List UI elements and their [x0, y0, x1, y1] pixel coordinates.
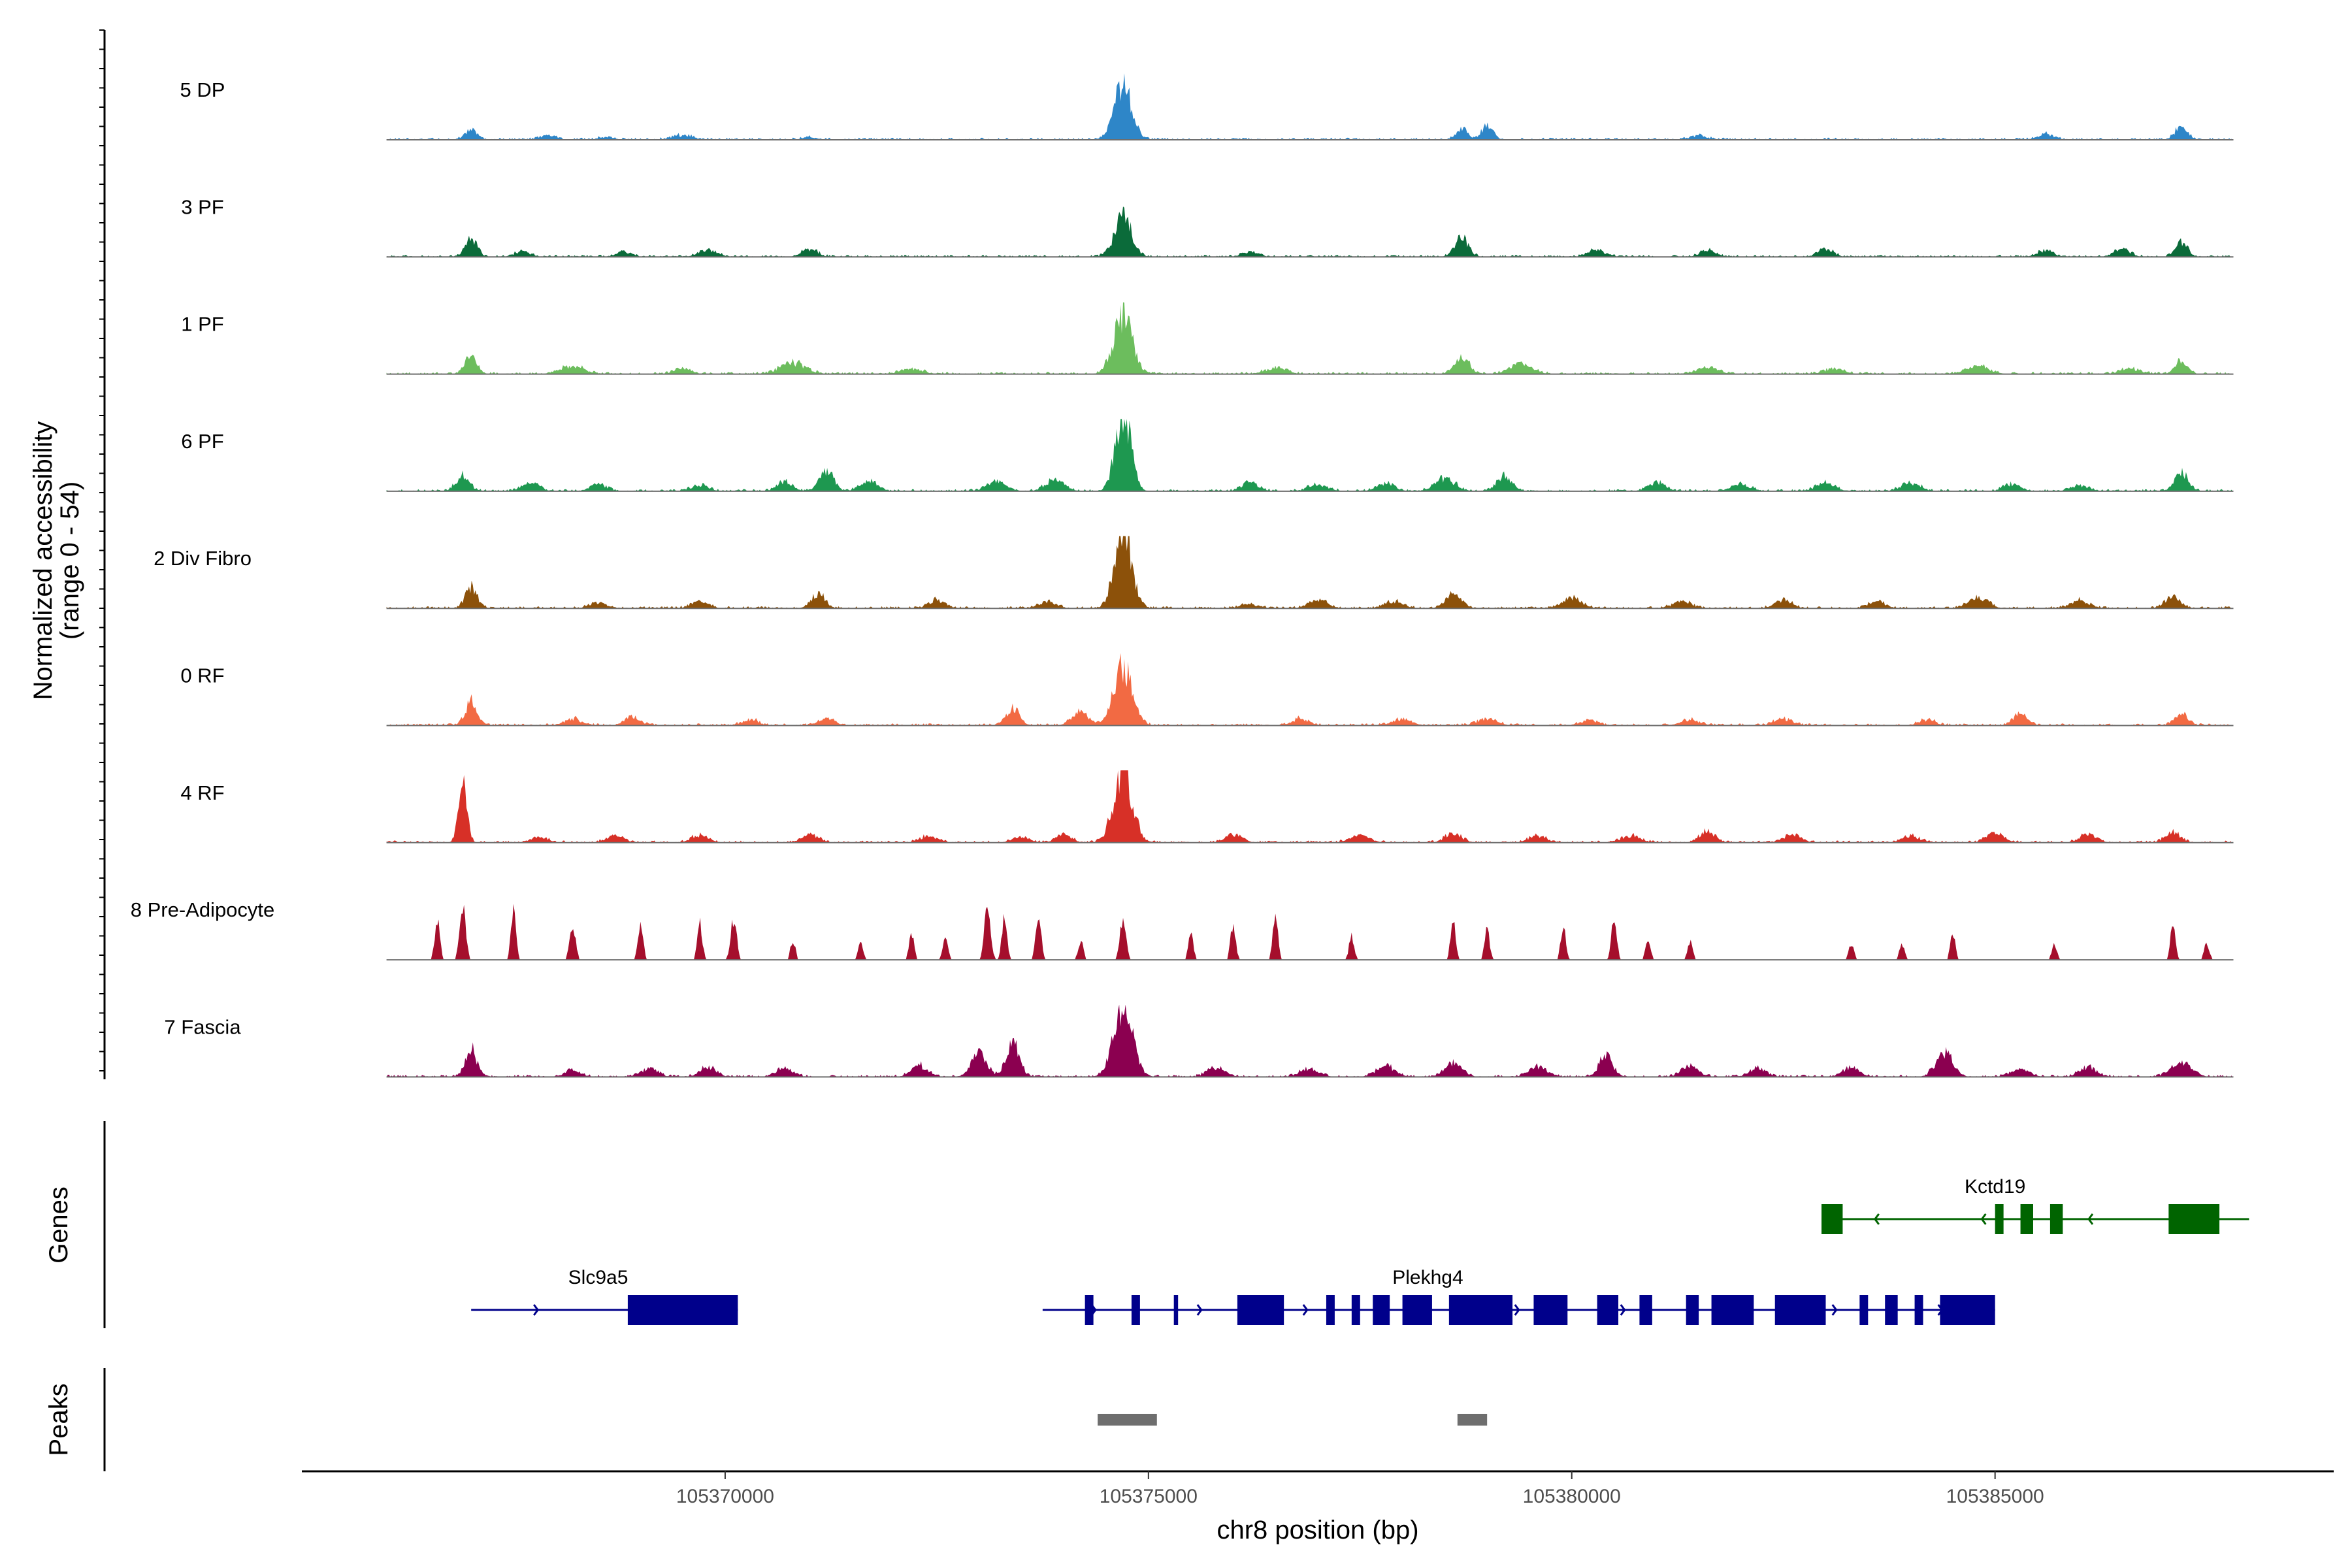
track-0-rf: 0 RF	[180, 653, 2234, 727]
x-tick-label: 105380000	[1523, 1486, 1621, 1507]
track-signal	[386, 1004, 2232, 1077]
track-signal	[386, 653, 2232, 726]
gene-exon	[1173, 1295, 1179, 1325]
peak-region	[1098, 1414, 1157, 1426]
y-axis-title-line1: Normalized accessibility	[29, 421, 57, 700]
track-7-fascia: 7 Fascia	[164, 1004, 2234, 1078]
strand-arrow-icon	[533, 1304, 540, 1316]
track-label: 3 PF	[181, 195, 223, 218]
peaks-panel-label: Peaks	[44, 1383, 73, 1456]
gene-exon	[1597, 1295, 1619, 1325]
coverage-tracks: 5 DP 3 PF 1 PF 6 PF 2 Div Fibro 0 RF 4 RF 8 Pre…	[131, 73, 2234, 1078]
track-signal	[386, 536, 2232, 609]
track-1-pf: 1 PF	[181, 302, 2234, 375]
gene-exon	[1940, 1295, 1995, 1325]
y-axis-coverage	[99, 29, 106, 1079]
track-signal	[386, 770, 2232, 843]
x-axis: 105370000 105375000 105380000 105385000 chr…	[302, 1470, 2334, 1544]
track-signal	[386, 419, 2232, 491]
gene-exon	[1533, 1295, 1568, 1325]
track-label: 1 PF	[181, 313, 223, 336]
track-4-rf: 4 RF	[180, 770, 2234, 843]
gene-exon	[1351, 1295, 1360, 1325]
strand-arrow-icon	[1514, 1304, 1520, 1316]
gene-exon	[627, 1295, 738, 1325]
x-tick-label: 105385000	[1946, 1486, 2044, 1507]
track-label: 2 Div Fibro	[154, 547, 252, 570]
y-axis-title: Normalized accessibility (range 0 - 54)	[29, 421, 84, 700]
track-2-div-fibro: 2 Div Fibro	[154, 536, 2234, 610]
gene-exon	[1326, 1295, 1335, 1325]
gene-exon	[1639, 1295, 1652, 1325]
gene-exon	[1448, 1295, 1513, 1325]
gene-exon	[1131, 1295, 1140, 1325]
track-label: 8 Pre-Adipocyte	[131, 898, 275, 921]
strand-arrow-icon	[1196, 1304, 1203, 1316]
gene-exon	[1885, 1295, 1898, 1325]
gene-label: Kctd19	[1965, 1176, 2025, 1198]
peaks-track	[1098, 1414, 1488, 1426]
track-label: 5 DP	[180, 78, 225, 101]
track-5-dp: 5 DP	[180, 73, 2234, 140]
x-tick-label: 105375000	[1100, 1486, 1198, 1507]
gene-exon	[1711, 1295, 1754, 1325]
track-signal	[386, 302, 2232, 374]
strand-arrow-icon	[1831, 1304, 1838, 1316]
track-label: 0 RF	[180, 664, 224, 687]
gene-exon	[1085, 1295, 1094, 1325]
gene-exon	[1402, 1295, 1432, 1325]
gene-plekhg4: Plekhg4	[1042, 1267, 1995, 1325]
x-tick-label: 105370000	[676, 1486, 774, 1507]
peak-region	[1457, 1414, 1488, 1426]
gene-exon	[1774, 1295, 1826, 1325]
gene-exon	[2168, 1204, 2220, 1234]
y-axis-title-line2: (range 0 - 54)	[56, 482, 84, 640]
gene-exon	[1686, 1295, 1699, 1325]
gene-exon	[1859, 1295, 1869, 1325]
gene-exon	[2020, 1204, 2033, 1234]
track-6-pf: 6 PF	[181, 419, 2234, 492]
track-label: 6 PF	[181, 430, 223, 453]
gene-exon	[1373, 1295, 1390, 1325]
track-signal	[386, 206, 2232, 257]
track-signal	[386, 904, 2232, 960]
x-axis-title: chr8 position (bp)	[1217, 1516, 1418, 1544]
strand-arrow-icon	[1620, 1304, 1626, 1316]
track-signal	[386, 73, 2232, 140]
gene-label: Plekhg4	[1392, 1267, 1463, 1288]
track-label: 4 RF	[180, 781, 224, 804]
strand-arrow-icon	[1873, 1213, 1880, 1225]
genes-track: Slc9a5 Plekhg4 Kctd19	[471, 1176, 2249, 1325]
track-8-pre-adipocyte: 8 Pre-Adipocyte	[131, 898, 2234, 961]
strand-arrow-icon	[1980, 1213, 1987, 1225]
track-3-pf: 3 PF	[181, 195, 2234, 258]
gene-exon	[1914, 1295, 1923, 1325]
gene-slc9a5: Slc9a5	[471, 1267, 738, 1325]
gene-exon	[2050, 1204, 2063, 1234]
gene-exon	[1995, 1204, 2004, 1234]
gene-exon	[1821, 1204, 1843, 1234]
genes-panel-label: Genes	[44, 1186, 73, 1264]
strand-arrow-icon	[1302, 1304, 1309, 1316]
track-label: 7 Fascia	[164, 1015, 241, 1038]
gene-kctd19: Kctd19	[1821, 1176, 2249, 1234]
gene-exon	[1237, 1295, 1284, 1325]
gene-label: Slc9a5	[568, 1267, 629, 1288]
strand-arrow-icon	[2087, 1213, 2094, 1225]
